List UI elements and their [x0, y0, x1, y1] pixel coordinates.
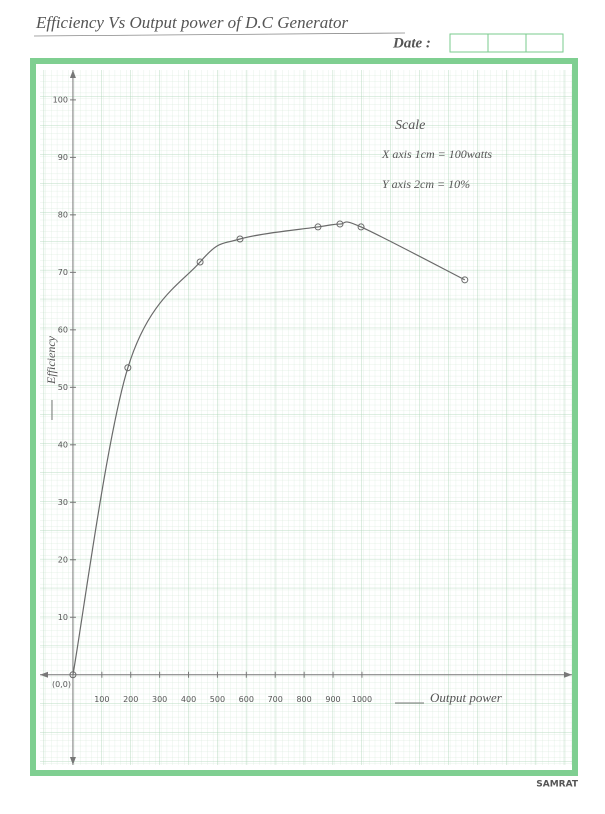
point — [461, 276, 469, 284]
x-tick-label: 900 — [325, 695, 340, 704]
y-tick-label: 20 — [58, 555, 68, 564]
scale-title: Scale — [395, 118, 425, 133]
scale-x: X axis 1cm = 100watts — [381, 147, 492, 161]
point — [336, 220, 344, 228]
title: Efficiency Vs Output power of D.C Genera… — [35, 13, 348, 32]
x-tick-label: 400 — [181, 695, 196, 704]
curve — [72, 221, 466, 675]
y-tick-label: 30 — [58, 498, 68, 507]
scale-y: Y axis 2cm = 10% — [382, 177, 470, 191]
y-tick-label: 70 — [58, 268, 68, 277]
title-underline — [33, 32, 406, 37]
x-tick-label: 300 — [152, 695, 167, 704]
x-axis-label: Output power — [430, 690, 503, 705]
point — [236, 235, 244, 243]
point — [196, 258, 204, 266]
point — [357, 223, 365, 231]
point — [314, 223, 322, 231]
date-label: Date : — [392, 35, 431, 51]
x-tick-label: 800 — [296, 695, 311, 704]
x-tick-label: 100 — [94, 695, 109, 704]
origin-label: (0,0) — [52, 680, 71, 689]
x-tick-label: 700 — [268, 695, 283, 704]
y-tick-label: 40 — [58, 440, 68, 449]
y-tick-label: 60 — [58, 325, 68, 334]
y-tick-label: 100 — [53, 95, 68, 104]
y-tick-label: 50 — [58, 383, 68, 392]
x-tick-label: 1000 — [352, 695, 372, 704]
point — [69, 671, 77, 679]
x-tick-label: 600 — [239, 695, 254, 704]
brand: SAMRAT — [536, 780, 579, 790]
y-tick-label: 80 — [58, 210, 68, 219]
graph-paper — [40, 70, 572, 765]
x-tick-label: 500 — [210, 695, 225, 704]
y-axis-label: Efficiency — [44, 335, 58, 385]
point — [124, 364, 132, 372]
frame — [30, 58, 578, 776]
y-tick-label: 10 — [58, 613, 68, 622]
x-tick-label: 200 — [123, 695, 138, 704]
date-box — [449, 33, 564, 53]
y-tick-label: 90 — [58, 153, 68, 162]
